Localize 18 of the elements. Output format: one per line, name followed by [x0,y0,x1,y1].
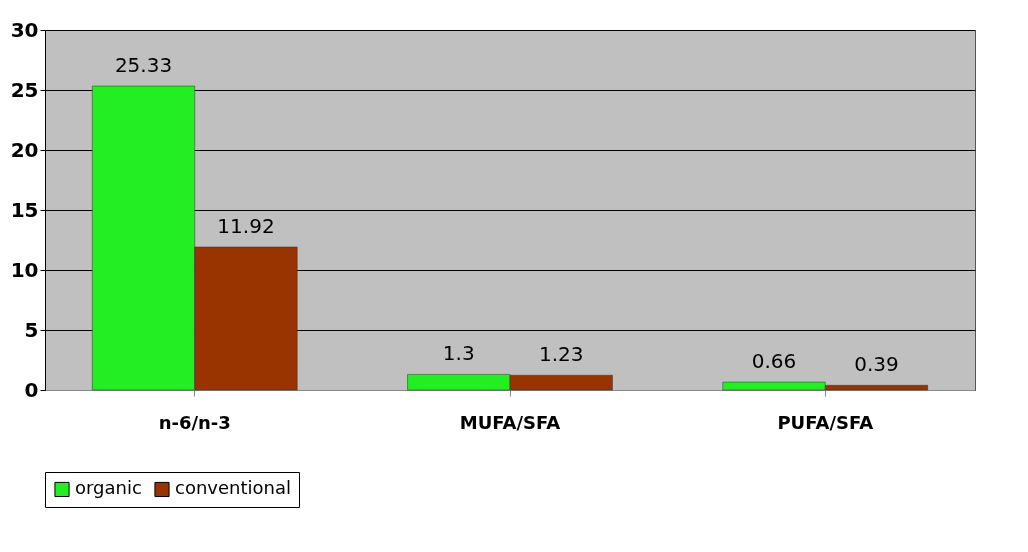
y-tick-label: 10 [10,257,39,282]
data-label: 1.23 [538,342,584,367]
y-tick-label: 15 [10,197,39,222]
data-label: 0.66 [751,349,797,374]
data-label: 1.3 [442,341,475,366]
y-tick-label: 25 [10,77,39,102]
y-tick-label: 5 [24,317,39,342]
legend-label: conventional [175,477,291,499]
data-label: 11.92 [217,213,275,238]
y-tick-label: 30 [10,17,39,42]
data-label: 25.33 [114,53,173,78]
data-label: 0.39 [854,352,899,377]
y-tick-label: 20 [10,137,39,162]
legend-label: organic [75,477,142,499]
x-tick-label: n-6/n-3 [158,411,231,433]
x-tick-label: MUFA/SFA [459,411,561,433]
y-tick-label: 0 [24,377,39,402]
x-tick-label: PUFA/SFA [777,411,874,433]
